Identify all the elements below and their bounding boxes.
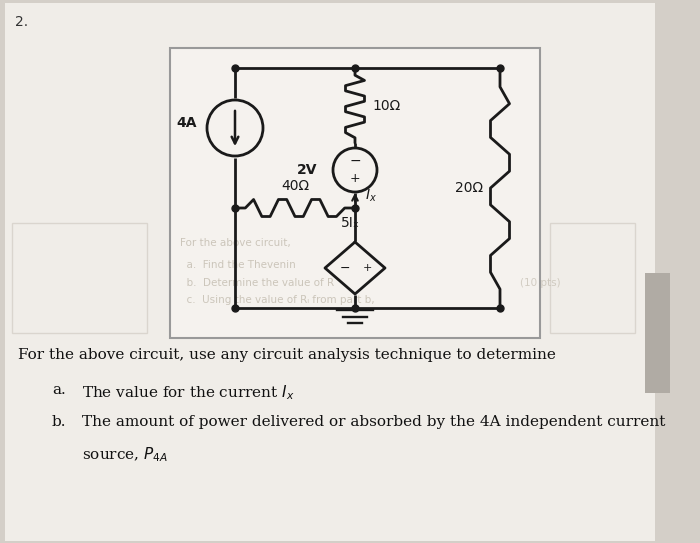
Text: +: + <box>363 263 372 273</box>
Text: 2V: 2V <box>297 163 317 177</box>
Text: (10 pts): (10 pts) <box>520 278 561 288</box>
Text: b.  Determine the value of R: b. Determine the value of R <box>180 278 334 288</box>
Text: $I_x$: $I_x$ <box>365 188 377 204</box>
Text: −: − <box>340 262 350 275</box>
FancyBboxPatch shape <box>5 3 655 541</box>
Text: 2.: 2. <box>15 15 28 29</box>
Text: 5Iₓ: 5Iₓ <box>341 216 359 230</box>
Text: 4A: 4A <box>176 116 197 130</box>
Text: c.  Using the value of Rₗ from part b,: c. Using the value of Rₗ from part b, <box>180 295 374 305</box>
Text: The value for the current $I_x$: The value for the current $I_x$ <box>82 383 295 402</box>
Text: +: + <box>350 173 360 186</box>
Text: −: − <box>349 154 360 168</box>
FancyBboxPatch shape <box>645 273 670 393</box>
Text: 40Ω: 40Ω <box>281 179 309 193</box>
Text: source, $P_{4A}$: source, $P_{4A}$ <box>82 445 168 464</box>
Text: For the above circuit, use any circuit analysis technique to determine: For the above circuit, use any circuit a… <box>18 348 556 362</box>
Text: b.: b. <box>52 415 66 429</box>
Text: 10Ω: 10Ω <box>372 99 400 113</box>
Text: The amount of power delivered or absorbed by the 4A independent current: The amount of power delivered or absorbe… <box>82 415 666 429</box>
Text: a.: a. <box>52 383 66 397</box>
Text: 20Ω: 20Ω <box>455 181 483 195</box>
Text: For the above circuit,: For the above circuit, <box>180 238 290 248</box>
Text: a.  Find the Thevenin: a. Find the Thevenin <box>180 260 295 270</box>
FancyBboxPatch shape <box>170 48 540 338</box>
